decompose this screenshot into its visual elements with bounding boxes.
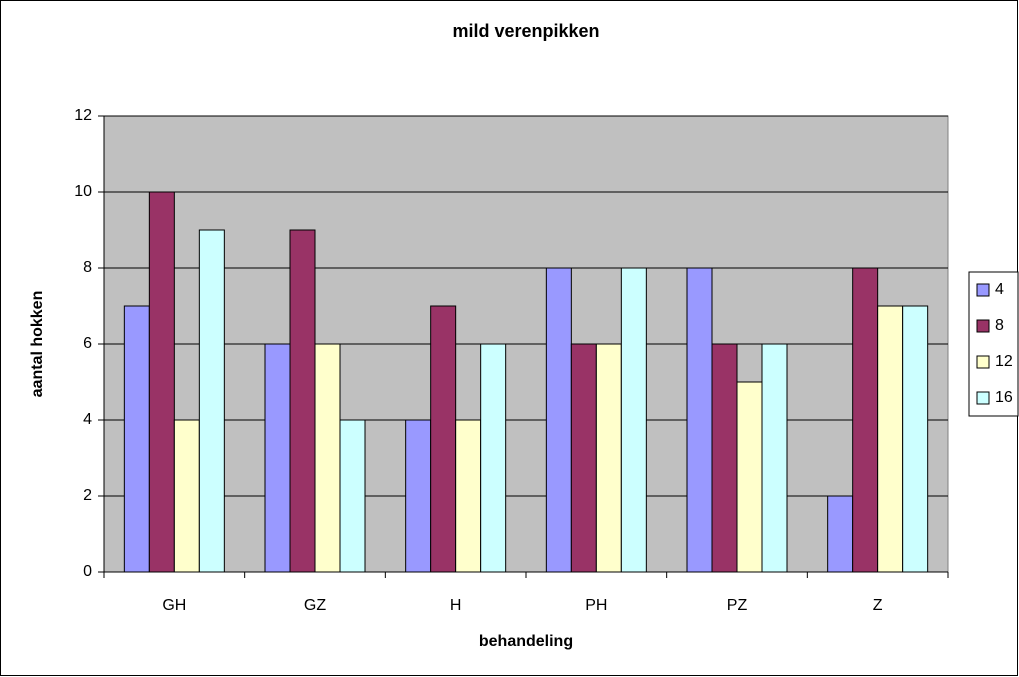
bar [405,419,432,573]
bar [455,419,482,573]
legend-label: 12 [995,353,1013,370]
bar [339,419,366,573]
x-tick-label: H [450,597,462,614]
bar [686,267,713,573]
bar [173,419,200,573]
y-tick-label: 6 [83,335,92,352]
bar [430,305,457,573]
bar [289,229,316,573]
legend-label: 16 [995,389,1013,406]
bar [877,305,904,573]
bar [545,267,572,573]
legend-label: 8 [995,317,1004,334]
y-tick-label: 2 [83,487,92,504]
legend-swatch [976,355,990,369]
y-tick-label: 4 [83,411,92,428]
chart-title: mild verenpikken [452,21,599,41]
x-tick-label: PH [585,597,607,614]
legend-swatch [976,283,990,297]
y-tick-label: 8 [83,259,92,276]
bar [264,343,291,573]
bar [148,191,175,573]
bar [570,343,597,573]
bar [480,343,507,573]
bar [198,229,225,573]
legend-label: 4 [995,281,1004,298]
x-tick-label: Z [873,597,883,614]
bar [827,495,854,573]
bar [761,343,788,573]
bar [595,343,622,573]
x-tick-label: GH [162,597,186,614]
x-tick-label: GZ [304,597,326,614]
y-axis-label: aantal hokken [29,291,46,398]
bar [711,343,738,573]
legend-swatch [976,391,990,405]
legend-swatch [976,319,990,333]
bar [123,305,150,573]
y-tick-label: 10 [74,183,92,200]
bar [736,381,763,573]
bar [852,267,879,573]
bar [902,305,929,573]
x-axis-label: behandeling [479,633,573,650]
y-tick-label: 12 [74,107,92,124]
x-tick-label: PZ [727,597,748,614]
bar [620,267,647,573]
y-tick-label: 0 [83,563,92,580]
bar [314,343,341,573]
